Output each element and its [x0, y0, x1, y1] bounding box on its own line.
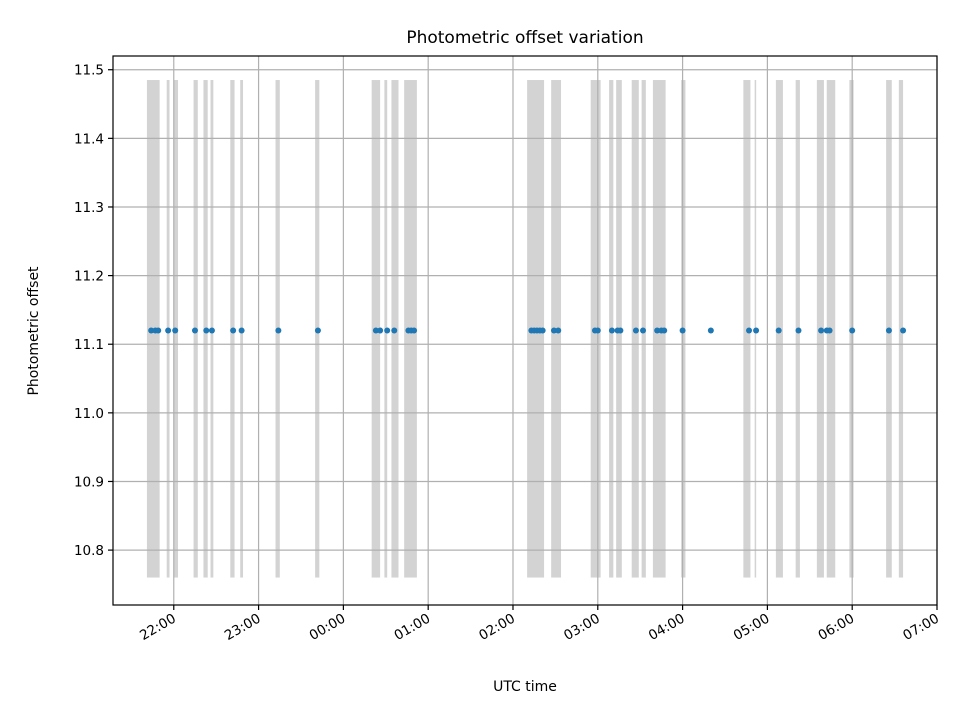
data-point — [550, 327, 557, 334]
data-point — [230, 327, 237, 334]
data-point — [165, 327, 172, 334]
data-point — [203, 327, 210, 334]
data-point — [795, 327, 802, 334]
data-point — [238, 327, 245, 334]
data-point — [155, 327, 162, 334]
y-tick-label: 11.0 — [74, 406, 104, 422]
data-point — [314, 327, 321, 334]
data-point — [594, 327, 601, 334]
data-point — [608, 327, 615, 334]
data-point — [148, 327, 155, 334]
data-point — [372, 327, 379, 334]
data-point — [377, 327, 384, 334]
data-point — [172, 327, 179, 334]
y-tick-label: 11.2 — [74, 269, 104, 285]
data-point — [753, 327, 760, 334]
y-tick-label: 11.4 — [74, 131, 104, 147]
data-point — [539, 327, 546, 334]
y-tick-label: 11.3 — [74, 200, 104, 216]
data-point — [208, 327, 215, 334]
y-tick-label: 10.9 — [74, 474, 104, 490]
chart-title: Photometric offset variation — [406, 28, 643, 48]
data-point — [275, 327, 282, 334]
points-layer — [148, 327, 907, 334]
data-point — [640, 327, 647, 334]
data-point — [885, 327, 892, 334]
x-axis-label: UTC time — [493, 679, 557, 695]
data-point — [555, 327, 562, 334]
data-point — [654, 327, 661, 334]
data-point — [632, 327, 639, 334]
y-tick-label: 11.1 — [74, 337, 104, 353]
data-point — [191, 327, 198, 334]
data-point — [746, 327, 753, 334]
data-point — [384, 327, 391, 334]
data-point — [411, 327, 418, 334]
plot-frame — [112, 55, 938, 606]
y-axis-label: Photometric offset — [26, 266, 42, 396]
data-point — [849, 327, 856, 334]
data-point — [617, 327, 624, 334]
data-point — [826, 327, 833, 334]
y-tick-label: 11.5 — [74, 63, 104, 79]
data-point — [679, 327, 686, 334]
data-point — [818, 327, 825, 334]
data-point — [707, 327, 714, 334]
data-point — [900, 327, 907, 334]
data-point — [661, 327, 668, 334]
y-tick-label: 10.8 — [74, 543, 104, 559]
data-point — [775, 327, 782, 334]
data-point — [391, 327, 398, 334]
